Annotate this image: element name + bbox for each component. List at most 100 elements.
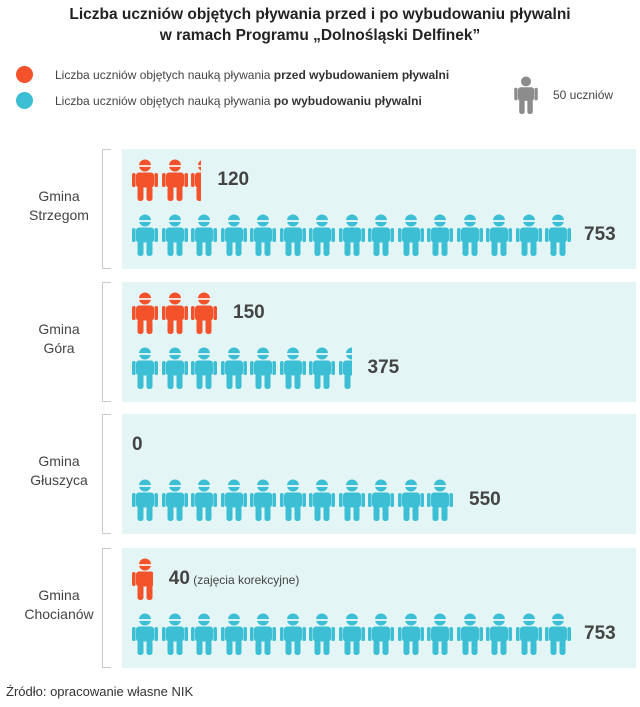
gmina-bracket	[102, 282, 111, 402]
person-icon-partial	[132, 558, 153, 600]
gmina-label: Gmina Głuszyca	[0, 452, 118, 490]
person-icon	[161, 613, 188, 655]
person-icon	[514, 76, 538, 114]
person-icon	[132, 479, 158, 521]
gmina-label-line1: Gmina	[38, 188, 80, 204]
person-icon	[220, 214, 247, 256]
person-icon	[250, 347, 276, 389]
person-icon	[397, 613, 424, 655]
after-row-value: 375	[368, 357, 400, 379]
gmina-label-line2: Chocianów	[24, 606, 94, 622]
person-icon-partial	[338, 347, 352, 389]
person-icon	[486, 613, 512, 655]
gmina-label-line1: Gmina	[38, 453, 80, 469]
person-icon	[397, 479, 424, 521]
person-icon	[161, 479, 188, 521]
person-icon	[191, 292, 217, 334]
person-icon	[368, 479, 394, 521]
person-icon	[309, 613, 335, 655]
gmina-bracket	[102, 149, 111, 269]
after-row-value-text: 375	[367, 357, 400, 378]
legend-after: Liczba uczniów objętych nauką pływania p…	[16, 92, 422, 109]
person-icon	[338, 214, 365, 256]
person-icon	[132, 159, 158, 201]
after-row-value: 753	[584, 224, 616, 246]
chart-title-line1: Liczba uczniów objętych pływania przed i…	[69, 6, 571, 23]
person-icon	[161, 292, 188, 334]
gmina-bracket	[102, 414, 111, 534]
person-icon	[309, 479, 335, 521]
person-icon	[250, 613, 276, 655]
person-icon	[368, 613, 394, 655]
person-icon	[250, 479, 276, 521]
legend-after-prefix: Liczba uczniów objętych nauką pływania	[55, 93, 274, 108]
gmina-bracket	[102, 548, 111, 668]
legend-before: Liczba uczniów objętych nauką pływania p…	[16, 66, 449, 83]
after-row-value-text: 753	[584, 623, 616, 644]
person-icon	[250, 214, 276, 256]
chart-title-line2: w ramach Programu „Dolnośląski Delfinek”	[159, 27, 481, 44]
person-icon	[545, 613, 571, 655]
person-icon	[132, 214, 158, 256]
after-row-value-text: 753	[584, 224, 616, 245]
person-icon	[279, 613, 306, 655]
person-icon	[161, 214, 188, 256]
gmina-label-line2: Głuszyca	[30, 472, 88, 488]
person-icon	[161, 159, 188, 201]
before-row-value-text: 0	[132, 434, 143, 455]
before-row-value: 120	[217, 169, 249, 191]
person-icon	[309, 214, 335, 256]
chart-title: Liczba uczniów objętych pływania przed i…	[0, 4, 640, 46]
person-icon	[191, 479, 217, 521]
legend-unit-label: 50 uczniów	[553, 88, 614, 102]
legend-unit: 50 uczniów	[513, 76, 613, 114]
person-icon	[279, 479, 306, 521]
person-icon	[132, 292, 158, 334]
gmina-label-line2: Góra	[43, 340, 75, 356]
before-row-value: 40 (zajęcia korekcyjne)	[169, 568, 300, 590]
legend-before-bold: przed wybudowaniem pływalni	[273, 67, 450, 82]
gmina-label: Gmina Góra	[0, 320, 118, 358]
after-row-value: 753	[584, 623, 616, 645]
gmina-label: Gmina Strzegom	[0, 187, 118, 225]
person-icon	[545, 214, 571, 256]
person-icon	[338, 479, 365, 521]
gmina-label-line1: Gmina	[38, 587, 80, 603]
person-icon	[191, 347, 217, 389]
legend-after-bold: po wybudowaniu pływalni	[273, 93, 422, 108]
gmina-label: Gmina Chocianów	[0, 586, 118, 624]
before-row-value-text: 120	[217, 169, 250, 190]
person-icon	[191, 613, 217, 655]
before-row-value-text: 40	[168, 568, 190, 589]
legend-after-dot	[16, 92, 33, 109]
gmina-label-line2: Strzegom	[29, 207, 89, 223]
before-row-note: (zajęcia korekcyjne)	[189, 573, 300, 587]
person-icon	[397, 214, 424, 256]
person-icon	[427, 613, 453, 655]
person-icon	[486, 214, 512, 256]
before-row-value: 150	[233, 302, 265, 324]
person-icon	[132, 347, 158, 389]
person-icon	[338, 613, 365, 655]
person-icon	[161, 347, 188, 389]
gmina-label-line1: Gmina	[38, 321, 80, 337]
person-icon	[279, 347, 306, 389]
person-icon	[368, 214, 394, 256]
legend-before-prefix: Liczba uczniów objętych nauką pływania	[55, 67, 274, 82]
person-icon	[515, 613, 542, 655]
person-icon	[427, 214, 453, 256]
person-icon	[456, 613, 483, 655]
person-icon	[427, 479, 453, 521]
person-icon	[220, 479, 247, 521]
person-icon	[191, 214, 217, 256]
person-icon	[309, 347, 335, 389]
person-icon	[220, 613, 247, 655]
after-row-value-text: 550	[469, 489, 501, 510]
source-note: Źródło: opracowanie własne NIK	[6, 684, 194, 699]
person-icon	[456, 214, 483, 256]
person-icon	[220, 347, 247, 389]
before-row-value-text: 150	[233, 302, 265, 323]
legend-before-dot	[16, 66, 33, 83]
before-row-value: 0	[132, 434, 143, 456]
person-icon	[515, 214, 542, 256]
